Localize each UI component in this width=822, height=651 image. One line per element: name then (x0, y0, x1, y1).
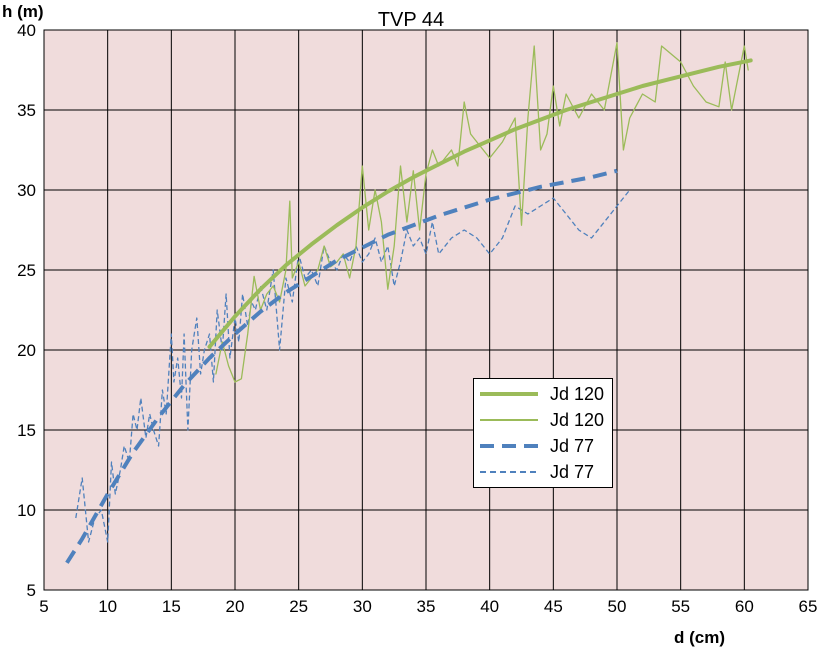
legend-swatch-thin-green (480, 409, 538, 431)
x-tick-label: 10 (98, 597, 117, 616)
chart-title: TVP 44 (378, 9, 444, 31)
series-line-thin-solid (215, 42, 749, 383)
legend-item: Jd 120 (480, 409, 604, 431)
series-line-thick-solid (207, 58, 753, 349)
legend-swatch-thick-green (480, 383, 538, 405)
y-tick-labels: 5 10 15 20 25 30 35 40 (17, 21, 36, 600)
legend-item: Jd 120 (480, 383, 604, 405)
legend-label: Jd 120 (550, 409, 605, 430)
x-tick-label: 15 (162, 597, 181, 616)
y-axis-label: h (m) (2, 2, 44, 21)
legend-label: Jd 77 (550, 461, 595, 482)
y-tick-label: 25 (17, 261, 36, 280)
plot-border (43, 29, 809, 591)
x-tick-label: 65 (799, 597, 818, 616)
y-tick-label: 15 (17, 421, 36, 440)
y-tick-label: 5 (27, 581, 36, 600)
y-tick-label: 10 (17, 501, 36, 520)
x-tick-label: 60 (735, 597, 754, 616)
y-tick-label: 35 (17, 101, 36, 120)
legend: Jd 120 Jd 120 Jd 77 Jd 77 (473, 378, 613, 488)
y-tick-label: 30 (17, 181, 36, 200)
series-line-thin-dashed (75, 189, 631, 543)
x-axis-label: d (cm) (674, 628, 725, 647)
x-tick-label: 55 (671, 597, 690, 616)
x-tick-label: 30 (353, 597, 372, 616)
legend-label: Jd 120 (550, 383, 605, 404)
x-tick-labels: 5 10 15 20 25 30 35 40 45 50 55 60 65 (39, 597, 817, 616)
legend-item: Jd 77 (480, 435, 594, 457)
y-tick-label: 20 (17, 341, 36, 360)
x-tick-label: 20 (226, 597, 245, 616)
legend-label: Jd 77 (550, 435, 595, 456)
x-tick-label: 35 (417, 597, 436, 616)
series-line-thick-dashed (65, 168, 618, 564)
legend-swatch-thin-blue-dashed (480, 461, 538, 483)
x-tick-label: 40 (480, 597, 499, 616)
legend-swatch-thick-blue-dashed (480, 435, 538, 457)
gridlines (43, 29, 809, 591)
legend-item: Jd 77 (480, 461, 594, 483)
x-tick-label: 25 (289, 597, 308, 616)
series-layer (65, 42, 753, 564)
x-tick-label: 45 (544, 597, 563, 616)
y-tick-label: 40 (17, 21, 36, 40)
x-tick-label: 50 (608, 597, 627, 616)
x-tick-label: 5 (39, 597, 48, 616)
